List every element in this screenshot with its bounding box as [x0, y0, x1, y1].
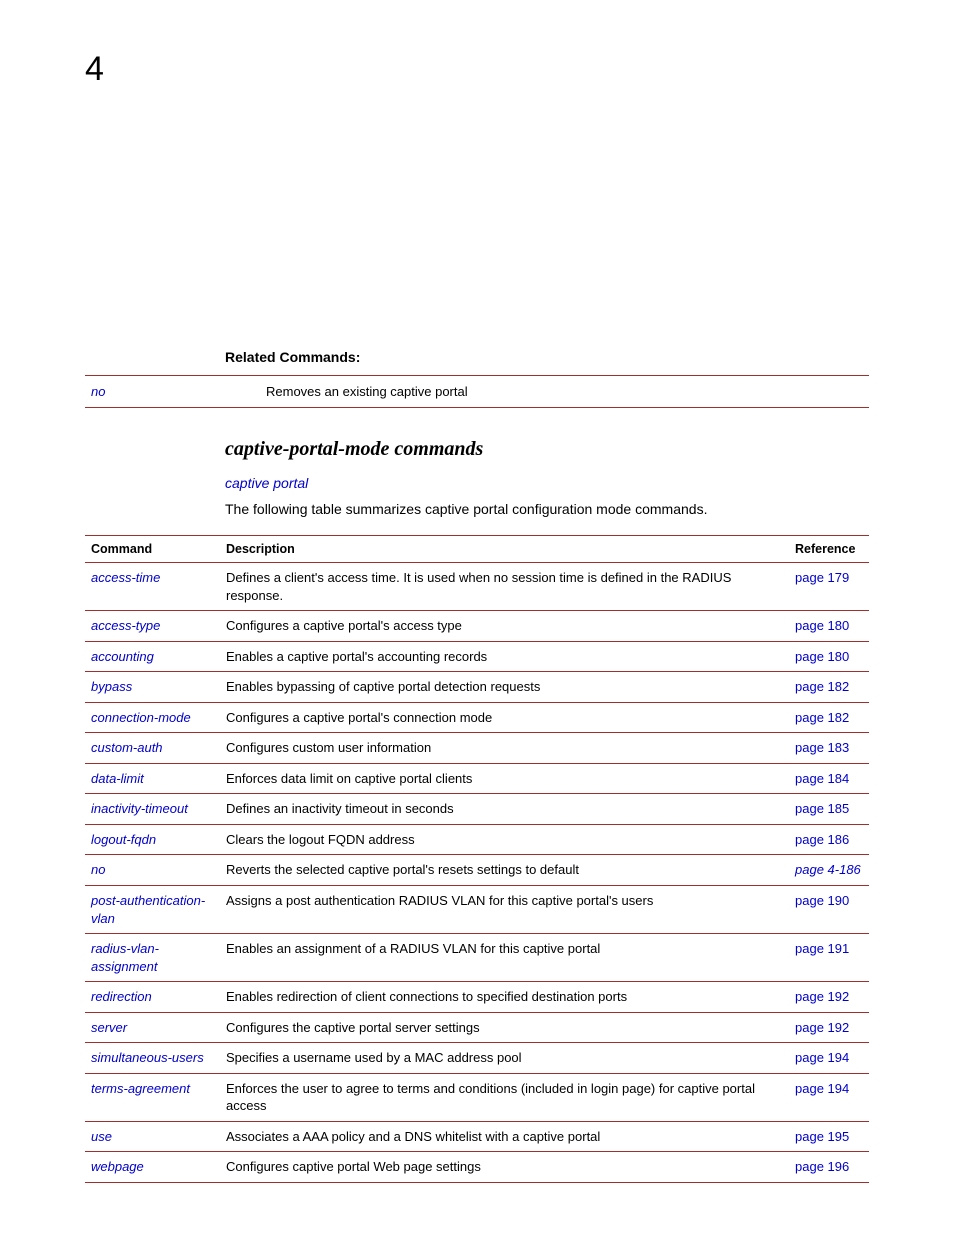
command-link[interactable]: custom-auth — [85, 733, 220, 764]
related-commands-heading: Related Commands: — [225, 349, 869, 365]
command-link[interactable]: terms-agreement — [85, 1073, 220, 1121]
reference-link[interactable]: page 192 — [789, 1012, 869, 1043]
table-row: simultaneous-usersSpecifies a username u… — [85, 1043, 869, 1074]
command-description: Enables redirection of client connection… — [220, 982, 789, 1013]
section-intro: The following table summarizes captive p… — [225, 501, 869, 517]
command-description: Specifies a username used by a MAC addre… — [220, 1043, 789, 1074]
command-description: Configures captive portal Web page setti… — [220, 1152, 789, 1183]
command-description: Configures the captive portal server set… — [220, 1012, 789, 1043]
reference-link[interactable]: page 185 — [789, 794, 869, 825]
table-row: useAssociates a AAA policy and a DNS whi… — [85, 1121, 869, 1152]
table-row: logout-fqdnClears the logout FQDN addres… — [85, 824, 869, 855]
header-command: Command — [85, 536, 220, 563]
table-row: terms-agreementEnforces the user to agre… — [85, 1073, 869, 1121]
reference-link[interactable]: page 182 — [789, 672, 869, 703]
reference-link[interactable]: page 194 — [789, 1043, 869, 1074]
reference-link[interactable]: page 194 — [789, 1073, 869, 1121]
reference-link[interactable]: page 192 — [789, 982, 869, 1013]
page-container: 4 Related Commands: no Removes an existi… — [0, 0, 954, 1243]
command-description: Configures custom user information — [220, 733, 789, 764]
command-description: Clears the logout FQDN address — [220, 824, 789, 855]
command-link[interactable]: webpage — [85, 1152, 220, 1183]
reference-link[interactable]: page 184 — [789, 763, 869, 794]
table-row: inactivity-timeoutDefines an inactivity … — [85, 794, 869, 825]
command-link[interactable]: simultaneous-users — [85, 1043, 220, 1074]
table-row: noReverts the selected captive portal's … — [85, 855, 869, 886]
command-link[interactable]: accounting — [85, 641, 220, 672]
command-link[interactable]: server — [85, 1012, 220, 1043]
command-link[interactable]: use — [85, 1121, 220, 1152]
command-link[interactable]: data-limit — [85, 763, 220, 794]
reference-link[interactable]: page 195 — [789, 1121, 869, 1152]
reference-link[interactable]: page 186 — [789, 824, 869, 855]
command-description: Configures a captive portal's connection… — [220, 702, 789, 733]
command-description: Defines an inactivity timeout in seconds — [220, 794, 789, 825]
reference-link[interactable]: page 179 — [789, 563, 869, 611]
table-row: post-authentication-vlanAssigns a post a… — [85, 886, 869, 934]
command-link[interactable]: bypass — [85, 672, 220, 703]
table-header-row: Command Description Reference — [85, 536, 869, 563]
reference-link[interactable]: page 191 — [789, 934, 869, 982]
table-row: access-typeConfigures a captive portal's… — [85, 611, 869, 642]
command-link[interactable]: access-time — [85, 563, 220, 611]
table-row: custom-authConfigures custom user inform… — [85, 733, 869, 764]
command-description: Assigns a post authentication RADIUS VLA… — [220, 886, 789, 934]
reference-link[interactable]: page 190 — [789, 886, 869, 934]
table-row: webpageConfigures captive portal Web pag… — [85, 1152, 869, 1183]
command-link[interactable]: connection-mode — [85, 702, 220, 733]
reference-link[interactable]: page 180 — [789, 641, 869, 672]
command-link[interactable]: inactivity-timeout — [85, 794, 220, 825]
command-description: Defines a client's access time. It is us… — [220, 563, 789, 611]
header-description: Description — [220, 536, 789, 563]
table-row: redirectionEnables redirection of client… — [85, 982, 869, 1013]
table-row: bypassEnables bypassing of captive porta… — [85, 672, 869, 703]
table-row: data-limitEnforces data limit on captive… — [85, 763, 869, 794]
command-link[interactable]: access-type — [85, 611, 220, 642]
command-description: Enables an assignment of a RADIUS VLAN f… — [220, 934, 789, 982]
commands-table: Command Description Reference access-tim… — [85, 535, 869, 1183]
header-reference: Reference — [789, 536, 869, 563]
table-row: radius-vlan-assignmentEnables an assignm… — [85, 934, 869, 982]
command-link[interactable]: redirection — [85, 982, 220, 1013]
command-description: Reverts the selected captive portal's re… — [220, 855, 789, 886]
command-description: Configures a captive portal's access typ… — [220, 611, 789, 642]
table-row: connection-modeConfigures a captive port… — [85, 702, 869, 733]
command-link[interactable]: radius-vlan-assignment — [85, 934, 220, 982]
reference-link[interactable]: page 183 — [789, 733, 869, 764]
related-table-body: no Removes an existing captive portal — [85, 376, 869, 408]
command-link[interactable]: no — [85, 855, 220, 886]
commands-table-body: access-timeDefines a client's access tim… — [85, 563, 869, 1183]
section-title: captive-portal-mode commands — [225, 438, 869, 461]
chapter-number: 4 — [85, 50, 869, 89]
reference-link[interactable]: page 4-186 — [789, 855, 869, 886]
table-row: serverConfigures the captive portal serv… — [85, 1012, 869, 1043]
command-description: Enforces data limit on captive portal cl… — [220, 763, 789, 794]
related-commands-table: no Removes an existing captive portal — [85, 375, 869, 408]
command-description: Enforces the user to agree to terms and … — [220, 1073, 789, 1121]
command-description: Associates a AAA policy and a DNS whitel… — [220, 1121, 789, 1152]
table-row: accountingEnables a captive portal's acc… — [85, 641, 869, 672]
command-link[interactable]: post-authentication-vlan — [85, 886, 220, 934]
reference-link[interactable]: page 182 — [789, 702, 869, 733]
commands-table-head: Command Description Reference — [85, 536, 869, 563]
command-description: Enables a captive portal's accounting re… — [220, 641, 789, 672]
command-link[interactable]: logout-fqdn — [85, 824, 220, 855]
table-row: access-timeDefines a client's access tim… — [85, 563, 869, 611]
related-cmd-desc: Removes an existing captive portal — [260, 376, 869, 408]
reference-link[interactable]: page 180 — [789, 611, 869, 642]
command-description: Enables bypassing of captive portal dete… — [220, 672, 789, 703]
related-cmd-link[interactable]: no — [85, 376, 260, 408]
table-row: no Removes an existing captive portal — [85, 376, 869, 408]
section-sublink[interactable]: captive portal — [225, 475, 869, 491]
reference-link[interactable]: page 196 — [789, 1152, 869, 1183]
